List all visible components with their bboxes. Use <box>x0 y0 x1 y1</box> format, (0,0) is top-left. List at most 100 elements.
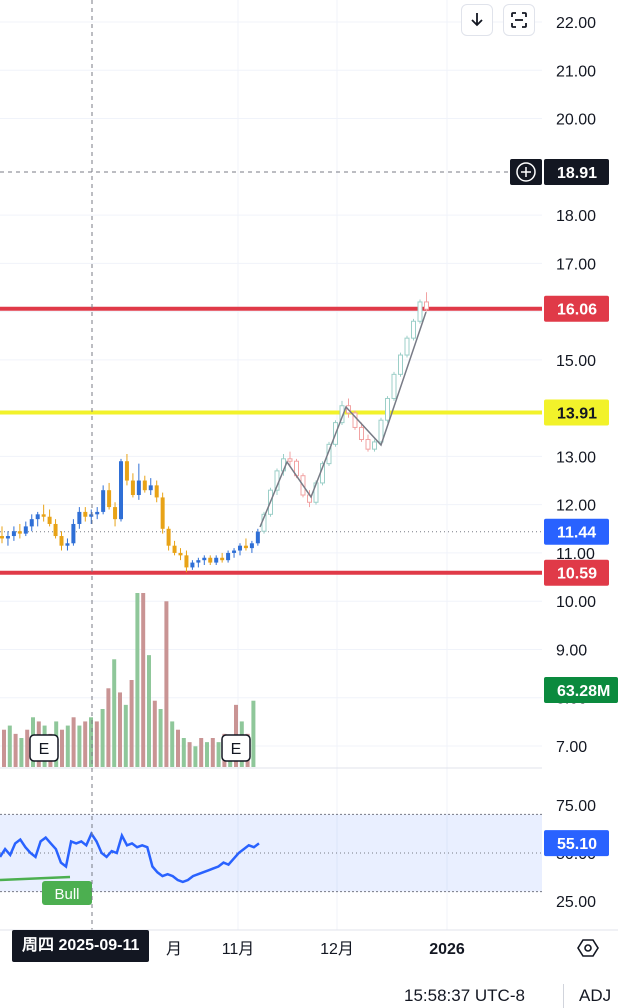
volume-bar <box>13 733 18 767</box>
candle-body <box>166 528 171 546</box>
volume-bar <box>112 659 117 767</box>
volume-bar <box>106 688 111 767</box>
candle-body <box>178 552 183 556</box>
candle-body <box>136 480 141 496</box>
trend-path <box>259 311 427 528</box>
earnings-marker-label: E <box>39 741 50 758</box>
rsi-tick-label: 25.00 <box>556 894 596 911</box>
volume-bar <box>158 709 163 767</box>
volume-bar <box>205 742 209 767</box>
rsi-line <box>0 831 260 884</box>
adjust-toggle[interactable]: ADJ <box>579 986 612 1005</box>
bull-divergence-label: Bull <box>54 886 79 903</box>
time-tick-label: 12月 <box>320 941 354 958</box>
candle-body <box>238 545 242 551</box>
candle-body <box>113 507 118 520</box>
download-icon <box>471 13 483 27</box>
time-tick-label: 2026 <box>429 941 465 958</box>
download-button[interactable] <box>461 4 493 36</box>
time-axis[interactable]: 月 11月 12月 2026 <box>0 929 618 958</box>
volume-bar <box>164 601 169 767</box>
candle-body <box>0 536 4 539</box>
bull-divergence-badge <box>42 881 92 905</box>
volume-bar <box>152 700 157 767</box>
rsi-pane: Bull <box>0 767 542 905</box>
candle-body <box>255 531 260 544</box>
crosshair-date-label: 周四 2025-09-11 <box>12 930 150 962</box>
volume-bar <box>216 742 221 767</box>
candle-body <box>220 557 225 561</box>
candle-body <box>5 536 10 539</box>
volume-bar <box>181 738 186 767</box>
projection-candle-body <box>411 320 416 339</box>
volume-bar <box>199 738 204 767</box>
candle-body <box>232 550 237 553</box>
candle-body <box>83 511 88 517</box>
plus-circle-icon <box>516 162 536 182</box>
candle-body <box>160 497 165 529</box>
candle-body <box>130 480 135 496</box>
projection-candle-body <box>352 412 358 428</box>
candle-body <box>142 480 147 491</box>
price-tick-label: 7.00 <box>556 739 587 756</box>
yellow-line-tag-bg <box>544 399 609 426</box>
candle-body <box>243 545 248 549</box>
projection-candle-body <box>359 426 364 441</box>
rsi-band <box>0 814 542 892</box>
crosshair-price-tag: 18.91 <box>557 165 597 182</box>
volume-bar <box>77 725 82 767</box>
projection-candle-body <box>287 458 293 462</box>
volume-bar <box>19 738 24 767</box>
candlestick-series <box>0 292 429 573</box>
candle-body <box>47 516 52 524</box>
volume-bar <box>193 746 198 767</box>
candle-body <box>124 461 129 481</box>
candle-body <box>190 562 195 568</box>
footer-divider <box>563 984 564 1008</box>
volume-bar <box>170 721 175 767</box>
volume-bar <box>135 593 140 767</box>
candle-body <box>89 514 94 517</box>
volume-bar <box>71 717 76 767</box>
volume-bar <box>100 709 105 767</box>
horizontal-lines[interactable] <box>0 306 542 575</box>
settings-icon <box>577 939 599 957</box>
candle-body <box>77 511 82 524</box>
crosshair <box>0 0 542 930</box>
footer-clock[interactable]: 15:58:37 UTC-8 <box>404 986 525 1005</box>
red-line-tag-top-bg <box>544 295 609 322</box>
volume-bar <box>60 729 64 767</box>
candle-body <box>196 560 201 563</box>
candle-body <box>119 461 123 520</box>
price-tick-label: 21.00 <box>556 63 596 80</box>
candle-body <box>226 552 231 561</box>
volume-bar <box>25 729 30 767</box>
volume-bar <box>129 680 134 767</box>
candle-body <box>23 526 28 534</box>
projection-candle-body <box>417 301 423 322</box>
fullscreen-button[interactable] <box>503 4 535 36</box>
candle-body <box>53 523 58 537</box>
price-tick-label: 18.00 <box>556 208 596 225</box>
candle-body <box>35 514 40 520</box>
price-tick-label: 17.00 <box>556 256 596 273</box>
candle-body <box>71 523 76 544</box>
volume-bar <box>118 692 122 767</box>
price-tick-label: 20.00 <box>556 112 596 129</box>
volume-bar <box>65 725 70 767</box>
candle-body <box>208 557 213 563</box>
volume-bar <box>251 700 256 767</box>
trend-drawing[interactable] <box>259 311 427 528</box>
volume-bar <box>89 717 93 767</box>
volume-bar <box>187 742 192 767</box>
footer-bar <box>0 984 618 1008</box>
chart-settings-button[interactable] <box>576 936 600 960</box>
red-line-tag-bottom: 10.59 <box>557 566 597 583</box>
candle-body <box>249 543 254 549</box>
price-tags: 16.06 13.91 10.59 11.44 63.28M 55.10 18.91 <box>510 159 618 857</box>
candle-body <box>65 543 70 546</box>
candle-body <box>101 490 106 512</box>
volume-bar <box>123 704 128 767</box>
chart-grid <box>0 0 542 930</box>
